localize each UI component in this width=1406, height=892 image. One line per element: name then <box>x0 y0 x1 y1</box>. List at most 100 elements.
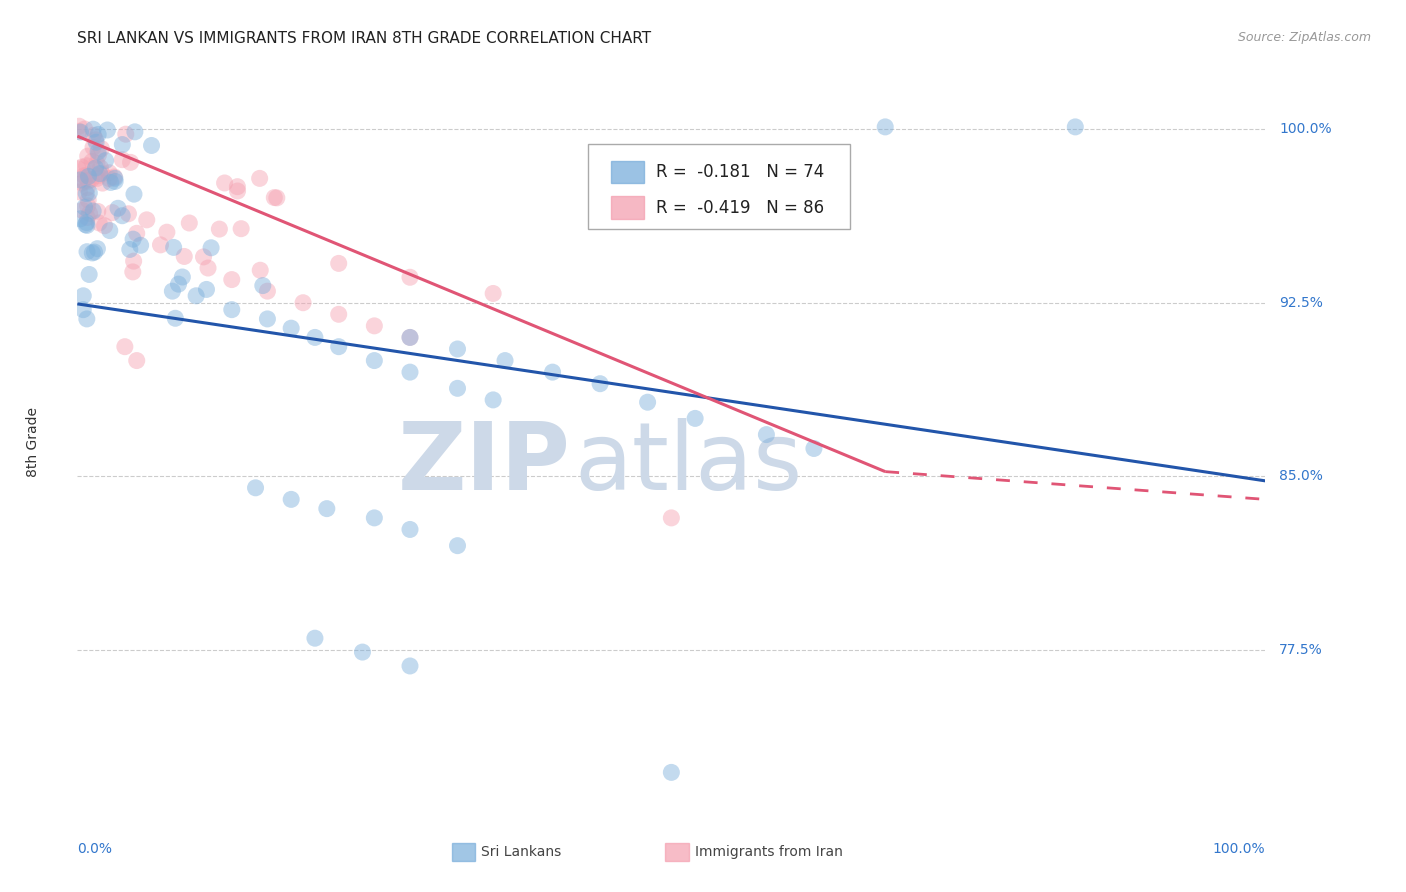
Point <box>328 256 350 270</box>
Point <box>208 222 231 236</box>
Point <box>399 270 422 285</box>
Bar <box>665 843 689 862</box>
Point <box>186 289 208 303</box>
Text: 0.0%: 0.0% <box>77 842 112 856</box>
Text: R =  -0.181   N = 74: R = -0.181 N = 74 <box>657 163 824 181</box>
Point <box>111 209 134 223</box>
Point <box>165 311 187 326</box>
Point <box>67 185 90 199</box>
Point <box>67 161 90 176</box>
Point <box>89 161 111 175</box>
Point <box>77 268 100 282</box>
Point <box>167 277 190 292</box>
Point <box>214 176 236 190</box>
Point <box>179 216 201 230</box>
Bar <box>610 161 644 183</box>
Point <box>363 353 385 368</box>
Point <box>221 272 243 286</box>
Point <box>83 128 105 143</box>
Point <box>76 169 98 183</box>
Point <box>75 218 97 232</box>
Point <box>83 245 105 260</box>
Point <box>252 278 274 293</box>
Point <box>87 128 110 142</box>
Point <box>104 174 127 188</box>
Point <box>73 200 96 214</box>
Point <box>328 307 350 321</box>
Point <box>76 219 98 233</box>
Point <box>245 481 267 495</box>
Point <box>79 186 101 200</box>
Point <box>111 153 134 167</box>
Point <box>98 166 121 180</box>
Point <box>87 145 110 159</box>
Point <box>280 492 302 507</box>
Point <box>172 270 194 285</box>
Point <box>200 241 222 255</box>
Point <box>101 205 124 219</box>
Point <box>129 238 152 252</box>
Point <box>125 353 148 368</box>
Point <box>82 246 104 260</box>
Text: 85.0%: 85.0% <box>1279 469 1323 483</box>
Point <box>91 167 114 181</box>
Point <box>69 173 91 187</box>
Point <box>446 381 468 395</box>
Point <box>122 187 145 202</box>
Point <box>163 240 186 254</box>
Point <box>94 153 117 168</box>
Point <box>399 523 422 537</box>
Point <box>89 167 111 181</box>
Bar <box>610 196 644 219</box>
Point <box>661 511 683 525</box>
Point <box>117 207 139 221</box>
Point <box>125 227 148 241</box>
Point <box>87 148 110 162</box>
Point <box>84 161 107 175</box>
Point <box>541 365 564 379</box>
Point <box>399 365 422 379</box>
Point <box>96 123 118 137</box>
Point <box>803 442 825 456</box>
Point <box>226 179 249 194</box>
Text: atlas: atlas <box>574 417 803 509</box>
Point <box>87 204 110 219</box>
Point <box>90 142 112 156</box>
Point <box>67 124 90 138</box>
Point <box>226 184 249 198</box>
Text: 100.0%: 100.0% <box>1213 842 1265 856</box>
Point <box>162 284 184 298</box>
Point <box>231 221 253 235</box>
Point <box>76 211 98 225</box>
Point <box>173 249 195 263</box>
Point <box>121 265 143 279</box>
Point <box>135 212 157 227</box>
Point <box>482 286 505 301</box>
Point <box>120 155 142 169</box>
Text: SRI LANKAN VS IMMIGRANTS FROM IRAN 8TH GRADE CORRELATION CHART: SRI LANKAN VS IMMIGRANTS FROM IRAN 8TH G… <box>77 31 651 46</box>
Point <box>87 169 110 183</box>
Point <box>89 216 111 230</box>
Point <box>111 137 134 152</box>
Point <box>280 321 302 335</box>
Bar <box>451 843 475 862</box>
Point <box>114 127 136 141</box>
Text: 77.5%: 77.5% <box>1279 643 1323 657</box>
Point <box>363 318 385 333</box>
Point <box>82 204 104 219</box>
Point <box>195 282 218 296</box>
Point <box>304 631 326 645</box>
Point <box>86 242 108 256</box>
Point <box>67 120 90 134</box>
Point <box>91 176 114 190</box>
Point <box>72 289 94 303</box>
Point <box>75 186 97 201</box>
Point <box>86 171 108 186</box>
Point <box>70 176 93 190</box>
Point <box>84 133 107 147</box>
Point <box>249 171 271 186</box>
Point <box>197 260 219 275</box>
Point <box>93 219 115 233</box>
Point <box>80 172 103 186</box>
Point <box>249 263 271 277</box>
